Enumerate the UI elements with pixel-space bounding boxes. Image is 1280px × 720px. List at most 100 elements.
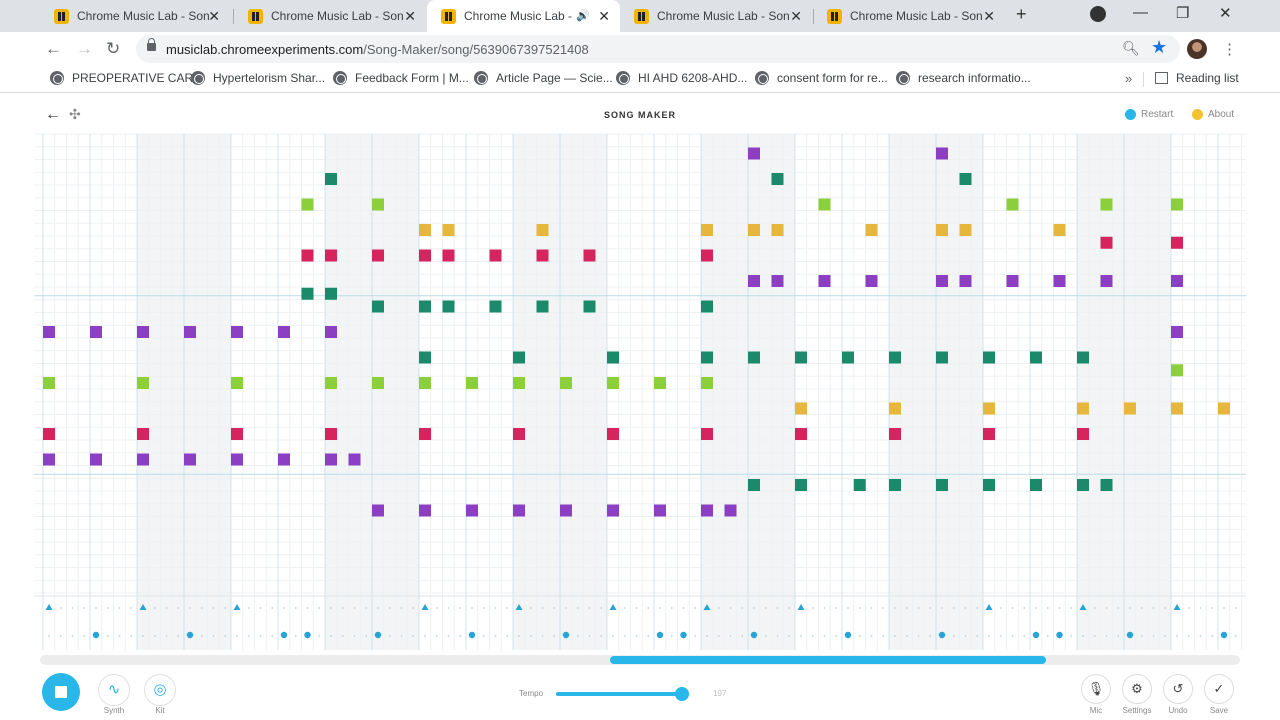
note-cell[interactable] bbox=[513, 377, 525, 389]
note-cell[interactable] bbox=[607, 351, 619, 364]
note-cell[interactable] bbox=[865, 224, 878, 236]
drum-dot[interactable] bbox=[844, 631, 852, 639]
tab-search-icon[interactable] bbox=[1090, 6, 1106, 22]
note-cell[interactable] bbox=[419, 377, 431, 389]
note-cell[interactable] bbox=[419, 351, 431, 364]
close-tab-icon[interactable]: ✕ bbox=[598, 8, 610, 24]
note-cell[interactable] bbox=[536, 224, 549, 236]
drum-triangle[interactable] bbox=[797, 604, 805, 610]
drum-triangle[interactable] bbox=[139, 604, 147, 610]
note-cell[interactable] bbox=[419, 504, 431, 517]
note-cell[interactable] bbox=[1171, 402, 1183, 415]
speaker-icon[interactable]: 🔊 bbox=[576, 10, 590, 22]
note-cell[interactable] bbox=[748, 147, 760, 160]
drum-triangle[interactable] bbox=[421, 604, 429, 610]
note-cell[interactable] bbox=[936, 479, 948, 491]
note-cell[interactable] bbox=[701, 351, 713, 364]
note-cell[interactable] bbox=[442, 249, 455, 262]
note-cell[interactable] bbox=[771, 224, 784, 236]
drum-dot[interactable] bbox=[750, 631, 758, 639]
reading-list-button[interactable]: Reading list bbox=[1155, 71, 1239, 85]
drum-triangle[interactable] bbox=[985, 604, 993, 610]
note-cell[interactable] bbox=[1053, 275, 1066, 287]
note-cell[interactable] bbox=[607, 377, 619, 389]
new-tab-plus-icon[interactable]: + bbox=[1016, 4, 1027, 24]
note-cell[interactable] bbox=[795, 351, 807, 364]
note-cell[interactable] bbox=[1077, 428, 1089, 440]
note-cell[interactable] bbox=[818, 198, 831, 211]
close-tab-icon[interactable]: ✕ bbox=[208, 8, 220, 24]
note-cell[interactable] bbox=[983, 351, 995, 364]
note-cell[interactable] bbox=[607, 504, 619, 517]
note-cell[interactable] bbox=[1077, 351, 1089, 364]
profile-avatar[interactable] bbox=[1187, 39, 1207, 59]
note-cell[interactable] bbox=[419, 428, 431, 440]
note-cell[interactable] bbox=[889, 351, 901, 364]
note-cell[interactable] bbox=[748, 351, 760, 364]
note-cell[interactable] bbox=[795, 428, 807, 440]
drum-dot[interactable] bbox=[92, 631, 100, 639]
note-cell[interactable] bbox=[513, 428, 525, 440]
note-cell[interactable] bbox=[43, 377, 55, 389]
note-cell[interactable] bbox=[724, 504, 737, 517]
note-cell[interactable] bbox=[818, 275, 831, 287]
note-cell[interactable] bbox=[771, 275, 784, 287]
note-cell[interactable] bbox=[842, 351, 854, 364]
note-cell[interactable] bbox=[301, 249, 314, 262]
note-cell[interactable] bbox=[301, 198, 314, 211]
note-cell[interactable] bbox=[1030, 351, 1042, 364]
note-cell[interactable] bbox=[278, 326, 290, 338]
window-close-icon[interactable]: ✕ bbox=[1219, 5, 1232, 22]
browser-tab[interactable]: Chrome Music Lab - Song Maker ✕ bbox=[40, 0, 230, 32]
note-cell[interactable] bbox=[325, 287, 337, 300]
close-tab-icon[interactable]: ✕ bbox=[983, 8, 995, 24]
drum-triangle[interactable] bbox=[1173, 604, 1181, 610]
note-cell[interactable] bbox=[466, 504, 478, 517]
drum-dot[interactable] bbox=[1032, 631, 1040, 639]
note-cell[interactable] bbox=[865, 275, 878, 287]
restore-icon[interactable]: ❐ bbox=[1176, 5, 1190, 22]
settings-button[interactable]: ⚙ bbox=[1122, 674, 1152, 704]
note-cell[interactable] bbox=[1171, 236, 1183, 249]
drum-triangle[interactable] bbox=[609, 604, 617, 610]
note-cell[interactable] bbox=[701, 504, 713, 517]
note-cell[interactable] bbox=[983, 428, 995, 440]
note-cell[interactable] bbox=[701, 249, 713, 262]
note-cell[interactable] bbox=[936, 351, 948, 364]
bookmark-item[interactable]: Article Page — Scie... bbox=[474, 71, 613, 85]
more-menu-icon[interactable]: ⋮ bbox=[1222, 41, 1237, 58]
tempo-slider-thumb[interactable] bbox=[675, 687, 689, 701]
note-cell[interactable] bbox=[372, 377, 384, 389]
note-cell[interactable] bbox=[419, 224, 431, 236]
note-cell[interactable] bbox=[1124, 402, 1136, 415]
note-cell[interactable] bbox=[489, 300, 502, 313]
stop-button[interactable] bbox=[42, 673, 80, 711]
note-cell[interactable] bbox=[43, 326, 55, 338]
save-button[interactable]: ✓ bbox=[1204, 674, 1234, 704]
browser-tab[interactable]: Chrome Music Lab - Song Maker ✕ bbox=[620, 0, 812, 32]
note-cell[interactable] bbox=[184, 453, 196, 466]
note-cell[interactable] bbox=[1077, 479, 1089, 491]
note-cell[interactable] bbox=[466, 377, 478, 389]
note-cell[interactable] bbox=[325, 377, 337, 389]
note-cell[interactable] bbox=[372, 300, 384, 313]
note-cell[interactable] bbox=[1030, 479, 1042, 491]
note-cell[interactable] bbox=[1218, 402, 1230, 415]
zoom-magnifier-icon[interactable]: 🔍︎ bbox=[1122, 40, 1140, 56]
note-cell[interactable] bbox=[231, 326, 243, 338]
drum-dot[interactable] bbox=[1126, 631, 1134, 639]
drum-triangle[interactable] bbox=[45, 604, 53, 610]
drum-dot[interactable] bbox=[1220, 631, 1228, 639]
note-cell[interactable] bbox=[90, 326, 102, 338]
note-cell[interactable] bbox=[560, 504, 572, 517]
note-cell[interactable] bbox=[43, 453, 55, 466]
bookmark-item[interactable]: Hypertelorism Shar... bbox=[191, 71, 325, 85]
undo-button[interactable]: ↺ bbox=[1163, 674, 1193, 704]
note-cell[interactable] bbox=[748, 479, 760, 491]
restart-button[interactable]: Restart bbox=[1125, 109, 1173, 120]
back-arrow-icon[interactable]: ← bbox=[45, 39, 62, 58]
note-cell[interactable] bbox=[1171, 364, 1183, 377]
note-cell[interactable] bbox=[513, 351, 525, 364]
tempo-slider-track[interactable] bbox=[556, 692, 684, 696]
minimize-icon[interactable]: — bbox=[1133, 4, 1148, 21]
